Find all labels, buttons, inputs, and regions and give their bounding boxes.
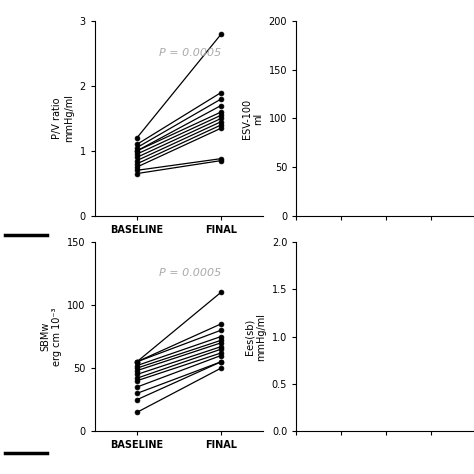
Y-axis label: Ees(sb)
mmHg/ml: Ees(sb) mmHg/ml (245, 312, 266, 361)
Y-axis label: P/V ratio
mmHg/ml: P/V ratio mmHg/ml (52, 94, 74, 143)
Text: P = 0.0005: P = 0.0005 (159, 48, 221, 58)
Y-axis label: ESV-100
ml: ESV-100 ml (242, 99, 263, 138)
Text: P = 0.0005: P = 0.0005 (159, 268, 221, 278)
Y-axis label: SBMw
erg cm 10⁻³: SBMw erg cm 10⁻³ (40, 307, 62, 366)
